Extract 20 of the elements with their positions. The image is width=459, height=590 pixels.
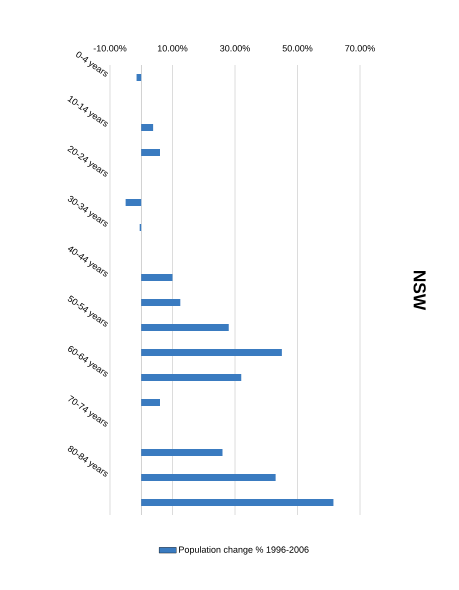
bar	[141, 124, 154, 132]
bar	[141, 374, 242, 382]
bar	[141, 399, 160, 406]
x-tick-label: 50.00%	[282, 45, 312, 52]
bar	[126, 199, 142, 206]
x-tick-label: -10.00%	[94, 45, 126, 52]
x-tick-label: 30.00%	[220, 45, 250, 52]
x-tick-label: 70.00%	[345, 45, 375, 52]
legend-label: Population change % 1996-2006	[179, 546, 309, 555]
bar	[141, 274, 172, 282]
text: NSW	[414, 271, 426, 310]
bar	[141, 474, 276, 482]
bar	[141, 499, 334, 506]
x-tick-label: 10.00%	[158, 45, 188, 52]
bar	[141, 349, 282, 356]
bar	[141, 449, 222, 456]
bar	[141, 299, 180, 306]
bar	[136, 74, 142, 82]
bar	[141, 324, 229, 332]
bar	[141, 149, 160, 156]
